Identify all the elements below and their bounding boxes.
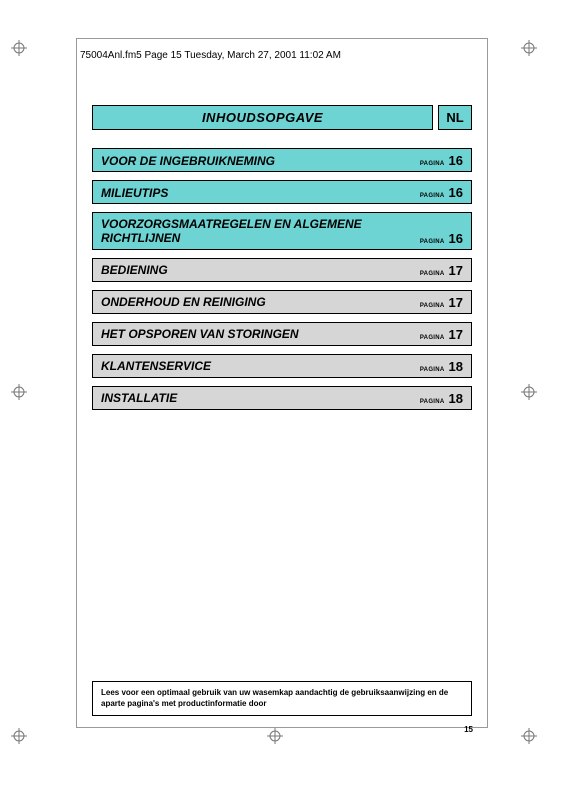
- toc-page-number: 16: [449, 185, 463, 200]
- title-row: INHOUDSOPGAVE NL: [92, 105, 472, 130]
- toc-entry: ONDERHOUD EN REINIGINGPAGINA 17: [92, 290, 472, 314]
- pagina-label: PAGINA: [420, 239, 445, 245]
- registration-mark-icon: [521, 40, 537, 56]
- toc-page-ref: PAGINA 18: [420, 391, 463, 406]
- toc-page-number: 17: [449, 295, 463, 310]
- toc-page-number: 18: [449, 391, 463, 406]
- toc-entry: VOORZORGSMAATREGELEN EN ALGEMENE RICHTLI…: [92, 212, 472, 250]
- content-area: INHOUDSOPGAVE NL VOOR DE INGEBRUIKNEMING…: [92, 105, 472, 418]
- toc-label: ONDERHOUD EN REINIGING: [101, 295, 420, 309]
- registration-mark-icon: [267, 728, 283, 744]
- registration-mark-icon: [11, 384, 27, 400]
- pagina-label: PAGINA: [420, 193, 445, 199]
- pagina-label: PAGINA: [420, 271, 445, 277]
- toc-label: VOORZORGSMAATREGELEN EN ALGEMENE RICHTLI…: [101, 217, 420, 246]
- toc-entry: KLANTENSERVICEPAGINA 18: [92, 354, 472, 378]
- page-number: 15: [464, 725, 473, 734]
- registration-mark-icon: [11, 40, 27, 56]
- toc-page-ref: PAGINA 17: [420, 263, 463, 278]
- toc-page-number: 17: [449, 327, 463, 342]
- toc-label: BEDIENING: [101, 263, 420, 277]
- toc-label: VOOR DE INGEBRUIKNEMING: [101, 154, 420, 168]
- footer-note: Lees voor een optimaal gebruik van uw wa…: [92, 681, 472, 716]
- toc-entry: BEDIENINGPAGINA 17: [92, 258, 472, 282]
- title-box: INHOUDSOPGAVE: [92, 105, 433, 130]
- toc-label: INSTALLATIE: [101, 391, 420, 405]
- toc-page-ref: PAGINA 16: [420, 231, 463, 246]
- table-of-contents: VOOR DE INGEBRUIKNEMINGPAGINA16MILIEUTIP…: [92, 148, 472, 410]
- pagina-label: PAGINA: [420, 303, 445, 309]
- toc-page-ref: PAGINA 18: [420, 359, 463, 374]
- pagina-label: PAGINA: [420, 399, 445, 405]
- toc-page-number: 18: [449, 359, 463, 374]
- toc-label: KLANTENSERVICE: [101, 359, 420, 373]
- registration-mark-icon: [521, 384, 537, 400]
- toc-page-ref: PAGINA 17: [420, 327, 463, 342]
- pagina-label: PAGINA: [420, 161, 445, 167]
- toc-label: MILIEUTIPS: [101, 186, 420, 200]
- toc-entry: HET OPSPOREN VAN STORINGENPAGINA 17: [92, 322, 472, 346]
- toc-page-ref: PAGINA 16: [420, 153, 463, 168]
- pagina-label: PAGINA: [420, 335, 445, 341]
- toc-page-number: 17: [449, 263, 463, 278]
- toc-page-ref: PAGINA 17: [420, 295, 463, 310]
- toc-label: HET OPSPOREN VAN STORINGEN: [101, 327, 420, 341]
- toc-entry: VOOR DE INGEBRUIKNEMINGPAGINA 16: [92, 148, 472, 172]
- document-header: 75004Anl.fm5 Page 15 Tuesday, March 27, …: [80, 50, 341, 61]
- toc-page-number: 16: [449, 153, 463, 168]
- registration-mark-icon: [11, 728, 27, 744]
- language-box: NL: [438, 105, 472, 130]
- toc-page-ref: PAGINA 16: [420, 185, 463, 200]
- toc-entry: MILIEUTIPSPAGINA 16: [92, 180, 472, 204]
- toc-entry: INSTALLATIEPAGINA 18: [92, 386, 472, 410]
- pagina-label: PAGINA: [420, 367, 445, 373]
- toc-page-number: 16: [449, 231, 463, 246]
- registration-mark-icon: [521, 728, 537, 744]
